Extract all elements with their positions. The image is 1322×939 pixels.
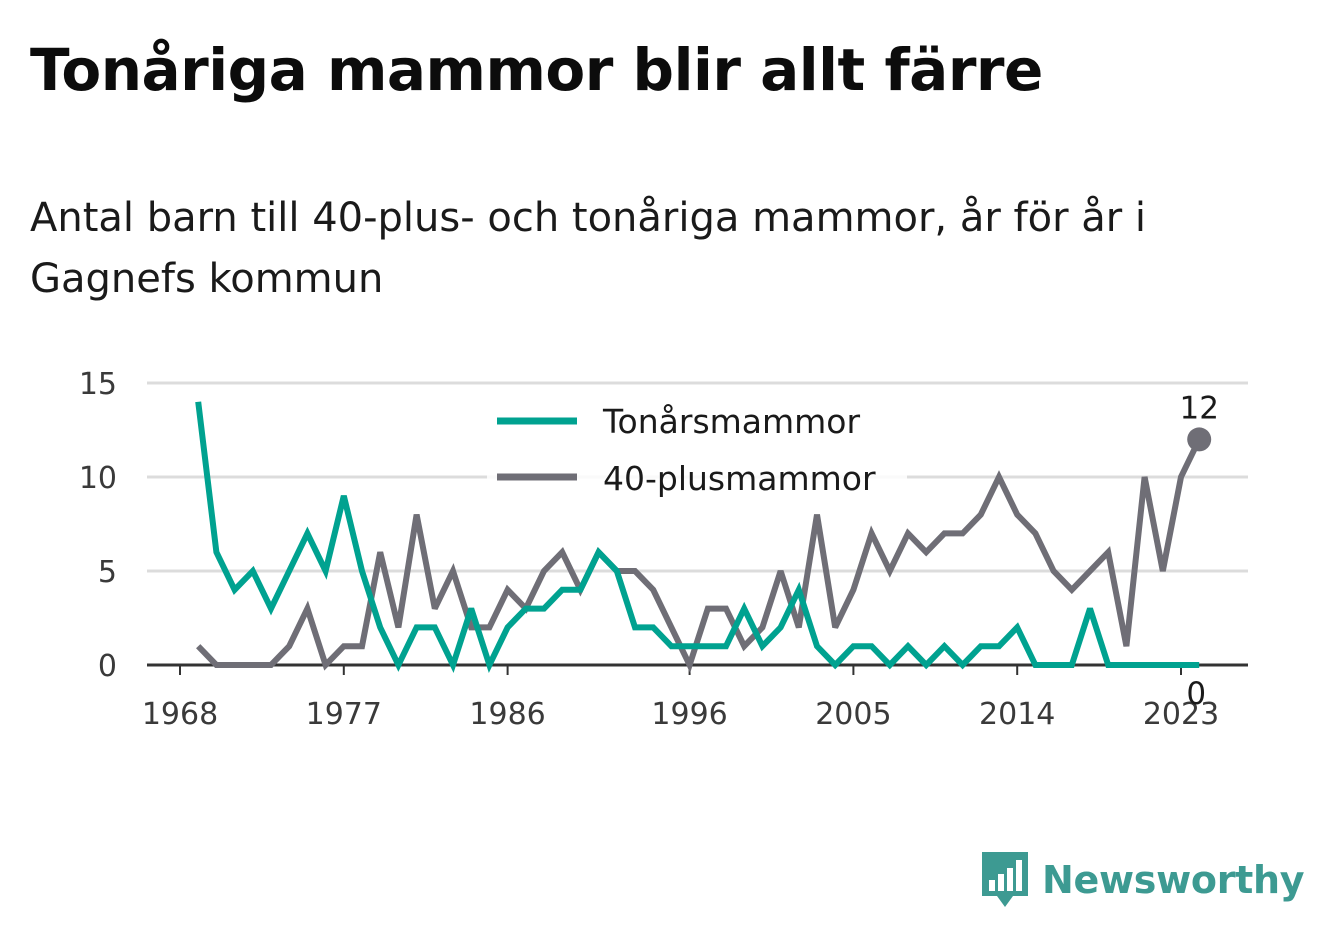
x-tick-label: 1986 — [469, 697, 545, 732]
y-tick-label: 10 — [79, 461, 117, 496]
y-tick-label: 0 — [98, 649, 117, 684]
series-line-40-plusmammor — [196, 438, 1202, 674]
brand-name: Newsworthy — [1042, 858, 1305, 902]
y-tick-label: 15 — [79, 367, 117, 402]
newsworthy-logo-icon — [982, 852, 1028, 907]
chart-title: Tonåriga mammor blir allt färre — [30, 36, 1043, 104]
x-tick-label: 1996 — [651, 697, 727, 732]
legend-label-tonarsmammor: Tonårsmammor — [602, 402, 860, 441]
endpoint-dot-40-plusmammor — [1187, 427, 1212, 452]
endpoint-label-40-plusmammor: 12 — [1179, 390, 1218, 426]
endpoint-label-tonarsmammor: 0 — [1186, 676, 1206, 712]
x-tick-label: 2023 — [1143, 697, 1219, 732]
x-tick-label: 2014 — [979, 697, 1055, 732]
x-tick-label: 2005 — [815, 697, 891, 732]
x-tick-label: 1968 — [142, 697, 218, 732]
newsworthy-brand: Newsworthy — [980, 850, 1305, 910]
y-tick-label: 5 — [98, 555, 117, 590]
legend-label-40-plusmammor: 40-plusmammor — [603, 459, 876, 498]
chart-legend: Tonårsmammor 40-plusmammor — [487, 395, 907, 505]
chart-subtitle: Antal barn till 40-plus- och tonåriga ma… — [30, 195, 1147, 302]
series-line-ton-rsmammor — [195, 401, 1200, 674]
x-tick-label: 1977 — [306, 697, 382, 732]
